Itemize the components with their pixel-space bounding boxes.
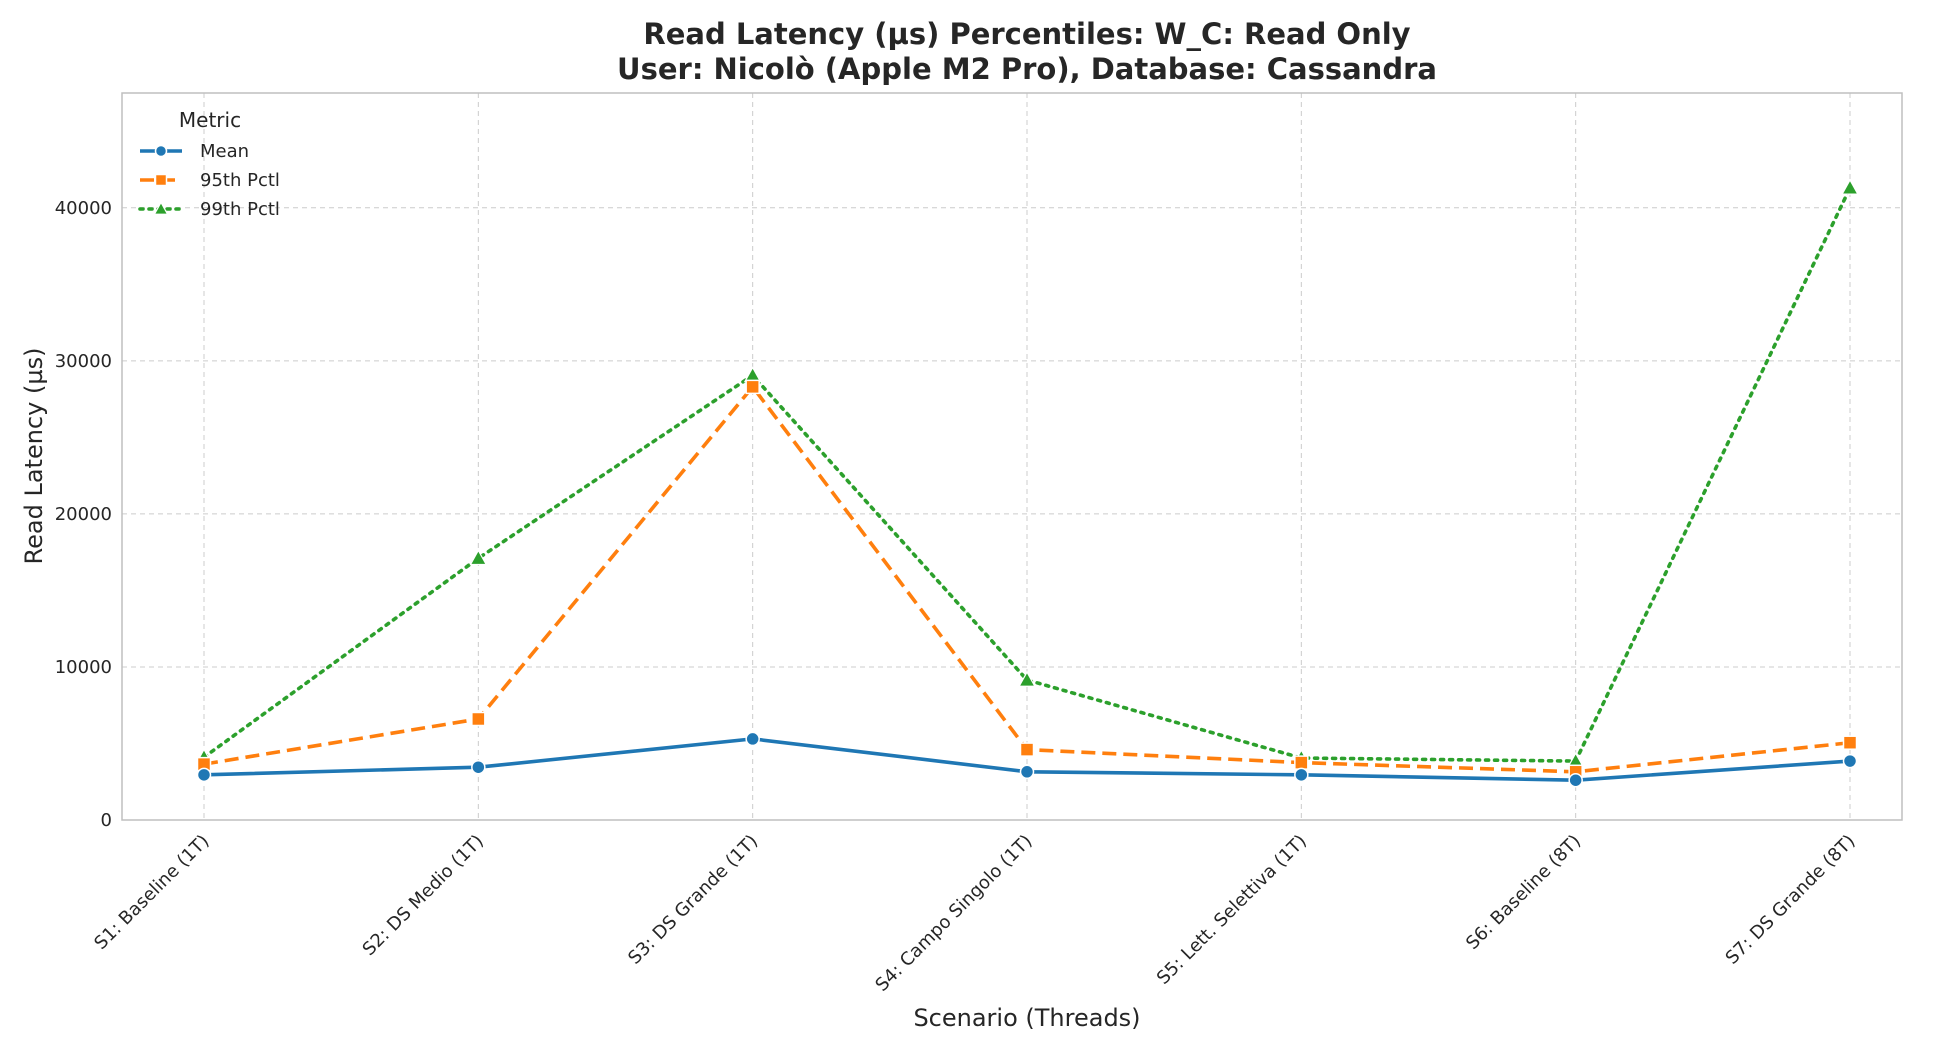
x-tick-label: S6: Baseline (8T)	[1462, 831, 1585, 954]
legend-entry: 95th Pctl	[140, 170, 280, 191]
data-point	[1018, 670, 1036, 687]
data-point	[745, 379, 760, 395]
y-tick-label: 30000	[55, 351, 112, 372]
data-point	[1568, 772, 1583, 788]
legend-entry: 99th Pctl	[138, 199, 280, 220]
legend-title: Metric	[179, 108, 241, 132]
chart-title: Read Latency (µs) Percentiles: W_C: Read…	[643, 17, 1410, 51]
legend-label: 99th Pctl	[200, 199, 280, 220]
data-point	[471, 759, 486, 775]
grid	[122, 93, 1902, 820]
data-point	[469, 549, 488, 566]
x-tick-label: S2: DS Medio (1T)	[359, 831, 488, 960]
chart-subtitle: User: Nicolò (Apple M2 Pro), Database: C…	[617, 52, 1437, 86]
data-point	[745, 731, 760, 747]
x-tick-label: S3: DS Grande (1T)	[624, 831, 762, 969]
data-point	[471, 711, 486, 727]
legend-label: Mean	[200, 141, 249, 162]
data-point	[1842, 735, 1858, 750]
x-tick-label: S1: Baseline (1T)	[90, 831, 213, 954]
legend-marker	[153, 201, 169, 215]
x-tick-label: S4: Campo Singolo (1T)	[871, 831, 1036, 996]
plot-frame	[121, 92, 1903, 821]
tick-labels: 0 10000 20000 30000 40000 S1: Baseline (1T) S2…	[55, 198, 1860, 996]
data-point	[743, 366, 762, 383]
y-axis-label: Read Latency (µs)	[20, 348, 48, 565]
y-tick-label: 0	[101, 810, 112, 831]
data-point	[196, 767, 212, 783]
series-mean	[196, 731, 1858, 788]
legend: Metric Mean 95th Pctl 99th Pctl	[138, 108, 280, 220]
data-point	[1294, 755, 1309, 770]
legend-marker	[154, 173, 168, 187]
y-tick-label: 10000	[55, 657, 112, 678]
data-point	[1294, 767, 1309, 783]
y-tick-label: 20000	[55, 504, 112, 525]
legend-marker	[154, 144, 168, 158]
y-tick-label: 40000	[55, 198, 112, 219]
x-tick-label: S7: DS Grande (8T)	[1722, 831, 1860, 969]
x-tick-label: S5: Lett. Selettiva (1T)	[1153, 831, 1311, 989]
data-point	[1019, 742, 1035, 757]
legend-label: 95th Pctl	[200, 170, 280, 191]
data-point	[1842, 753, 1858, 769]
data-point	[1019, 764, 1035, 780]
x-axis-label: Scenario (Threads)	[913, 1004, 1140, 1032]
legend-entry: Mean	[140, 141, 249, 162]
data-point	[1841, 178, 1859, 195]
series-layer	[195, 178, 1859, 788]
